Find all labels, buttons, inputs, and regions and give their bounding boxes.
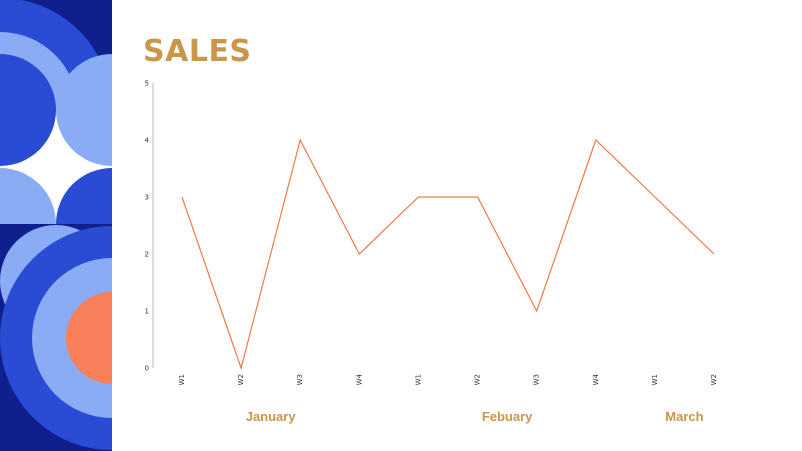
y-tick-label: 0 — [145, 365, 149, 373]
month-labels: January Febuary March — [246, 409, 704, 424]
month-label: March — [665, 409, 703, 424]
decorative-pattern — [0, 0, 112, 451]
y-tick-label: 4 — [145, 137, 150, 145]
series-layer — [181, 138, 715, 371]
x-tick-label: W1 — [414, 374, 422, 385]
deco-ring-inner-bottom — [66, 292, 112, 384]
deco-star-corner-tr — [56, 54, 112, 166]
x-tick-label: W3 — [296, 374, 304, 385]
x-tick-labels: W1 W2 W3 W4 W1 W2 W3 W4 W1 W2 — [178, 373, 718, 385]
month-label: January — [246, 409, 297, 424]
y-tick-label: 5 — [145, 80, 149, 88]
x-tick-label: W2 — [710, 374, 718, 385]
y-tick-label: 2 — [145, 251, 149, 259]
y-tick-label: 3 — [145, 194, 149, 202]
x-tick-label: W3 — [533, 374, 541, 385]
deco-star-corner-tl — [0, 54, 56, 166]
y-tick-labels: 0 1 2 3 4 5 — [145, 80, 150, 373]
x-tick-label: W1 — [178, 374, 186, 385]
month-label: Febuary — [482, 409, 533, 424]
sales-line-series — [181, 138, 715, 371]
x-tick-label: W2 — [237, 374, 245, 385]
slide-title: SALES — [143, 34, 252, 69]
x-tick-label: W2 — [474, 374, 482, 385]
x-tick-label: W4 — [592, 373, 600, 385]
y-tick-label: 1 — [145, 308, 149, 316]
x-tick-label: W4 — [355, 373, 363, 385]
x-tick-label: W1 — [651, 374, 659, 385]
